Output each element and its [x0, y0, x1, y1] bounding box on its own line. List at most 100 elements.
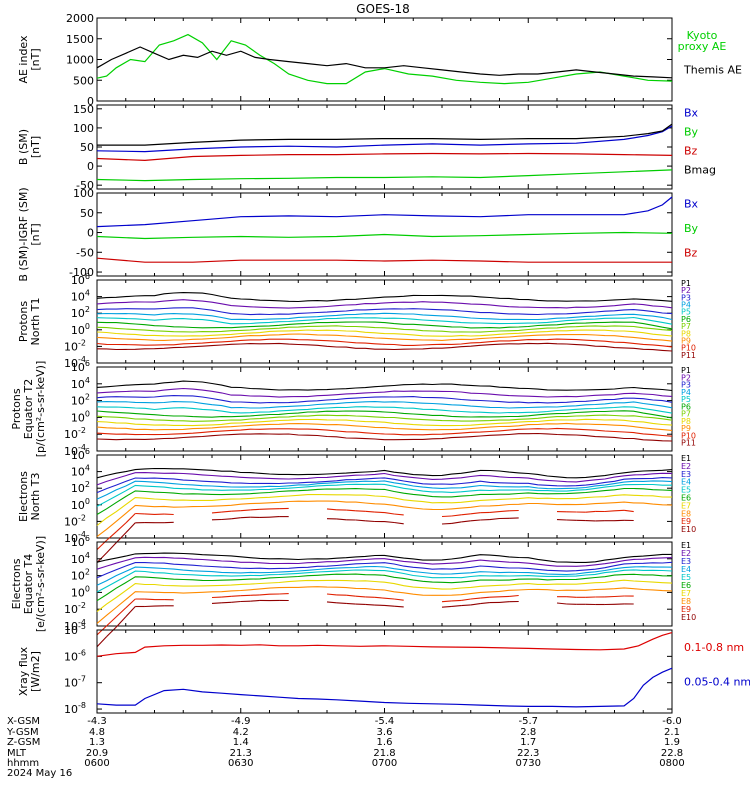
- y-tick-label: 1000: [66, 54, 94, 67]
- legend-label: Themis AE: [683, 63, 742, 76]
- channel-e10-segment: [384, 521, 395, 524]
- channel-label-e6: E6: [681, 494, 691, 503]
- ephemeris-value: -4.9: [231, 716, 251, 727]
- legend-label: Kyoto: [687, 29, 718, 42]
- y-axis-label: B (SM): [17, 129, 30, 165]
- channel-label-e9: E9: [681, 517, 691, 526]
- channel-e10-segment: [346, 602, 356, 605]
- y-tick-label: 104: [71, 551, 90, 566]
- ephemeris-row-label: X-GSM: [7, 716, 40, 727]
- channel-e6: [96, 573, 673, 602]
- channel-e10-segment: [441, 522, 452, 525]
- channel-e9-segment: [441, 515, 452, 518]
- channel-e10-segment: [231, 600, 241, 603]
- channel-p5: [96, 316, 673, 325]
- channel-e10-segment: [106, 626, 117, 637]
- y-tick-label: 10-2: [64, 426, 86, 441]
- y-tick-label: 50: [80, 207, 94, 220]
- y-tick-label: 2000: [66, 12, 94, 25]
- channel-label-e5: E5: [681, 573, 691, 582]
- channel-e9-segment: [585, 510, 596, 513]
- channel-e10-segment: [470, 603, 481, 606]
- series-kyoto-proxy-ae: [96, 33, 673, 85]
- channel-e9-segment: [461, 513, 471, 516]
- y-tick-label: 104: [71, 289, 90, 304]
- y-axis-label: [p/(cm²-s-sr-keV)]: [34, 361, 47, 458]
- channel-e9-segment: [604, 510, 615, 513]
- channel-label-e4: E4: [681, 565, 691, 574]
- channel-label-e7: E7: [681, 501, 691, 510]
- channel-label-e3: E3: [681, 557, 691, 566]
- channel-e9-segment: [614, 509, 625, 512]
- channel-e9-segment: [144, 513, 155, 515]
- channel-p6: [96, 410, 673, 419]
- channel-e5: [96, 483, 672, 507]
- y-tick-label: 104: [71, 376, 90, 391]
- channel-label-p5: P5: [681, 308, 691, 317]
- ephemeris-value: 4.2: [233, 727, 249, 738]
- ephemeris-value: 4.8: [89, 727, 105, 738]
- channel-e9-segment: [480, 596, 490, 599]
- channel-e9-segment: [211, 511, 222, 514]
- channel-e1: [96, 552, 672, 563]
- y-axis-label: North T1: [29, 298, 42, 346]
- series-by: [96, 231, 673, 240]
- y-tick-label: 1500: [66, 33, 94, 46]
- channel-e10-segment: [365, 603, 375, 606]
- y-axis-label: Electrons: [17, 471, 30, 522]
- ephemeris-value: 0800: [659, 758, 684, 769]
- legend-label: By: [684, 126, 699, 139]
- ephemeris-value: -5.7: [518, 716, 538, 727]
- ephemeris-value: 0630: [228, 758, 253, 769]
- y-axis-label: Equator T4: [22, 554, 35, 614]
- channel-e9-segment: [326, 508, 337, 511]
- channel-label-e2: E2: [681, 549, 691, 558]
- channel-e9-segment: [221, 595, 232, 598]
- ephemeris-value: 1.3: [89, 737, 105, 748]
- y-tick-label: 10-2: [64, 338, 86, 353]
- y-tick-label: 100: [73, 187, 94, 200]
- channel-label-e6: E6: [681, 581, 691, 590]
- channel-p4: [96, 312, 673, 321]
- y-tick-label: 106: [71, 534, 90, 549]
- channel-e9-segment: [125, 513, 136, 524]
- channel-label-p2: P2: [681, 373, 691, 382]
- legend-label: proxy AE: [678, 40, 727, 53]
- channel-e10-segment: [470, 519, 481, 522]
- channel-e3: [96, 477, 673, 494]
- channel-e9-segment: [470, 512, 481, 515]
- y-axis-label: Xray flux: [17, 646, 30, 696]
- legend-label: Bz: [684, 145, 698, 158]
- y-tick-label: 102: [71, 480, 90, 495]
- y-tick-label: 10-2: [64, 513, 86, 528]
- channel-e10-segment: [461, 520, 471, 523]
- channel-label-p11: P11: [681, 439, 696, 448]
- channel-e9-segment: [489, 511, 500, 513]
- channel-e10-segment: [250, 599, 260, 602]
- ephemeris-value: 22.8: [661, 748, 683, 759]
- channel-e9-segment: [451, 599, 462, 602]
- channel-e8: [96, 586, 673, 624]
- y-tick-label: -50: [76, 246, 94, 259]
- y-tick-label: -50: [76, 179, 94, 192]
- channel-label-p2: P2: [681, 286, 691, 295]
- channel-e4: [96, 480, 673, 500]
- plot-title: GOES-18: [356, 2, 410, 16]
- channel-p1: [96, 380, 673, 392]
- ephemeris-value: 1.6: [377, 737, 393, 748]
- channel-e9-segment: [451, 514, 462, 517]
- ephemeris-value: 2.8: [520, 727, 536, 738]
- channel-e10-segment: [489, 517, 500, 521]
- ephemeris-value: 0700: [372, 758, 397, 769]
- channel-label-e1: E1: [681, 454, 691, 463]
- channel-label-p9: P9: [681, 424, 691, 433]
- channel-p9: [96, 333, 673, 342]
- ephemeris-value: 3.6: [377, 727, 393, 738]
- channel-p7: [96, 325, 673, 333]
- ephemeris-value: 21.8: [373, 748, 395, 759]
- ephemeris-value: 1.4: [233, 737, 249, 748]
- channel-label-p7: P7: [681, 322, 691, 331]
